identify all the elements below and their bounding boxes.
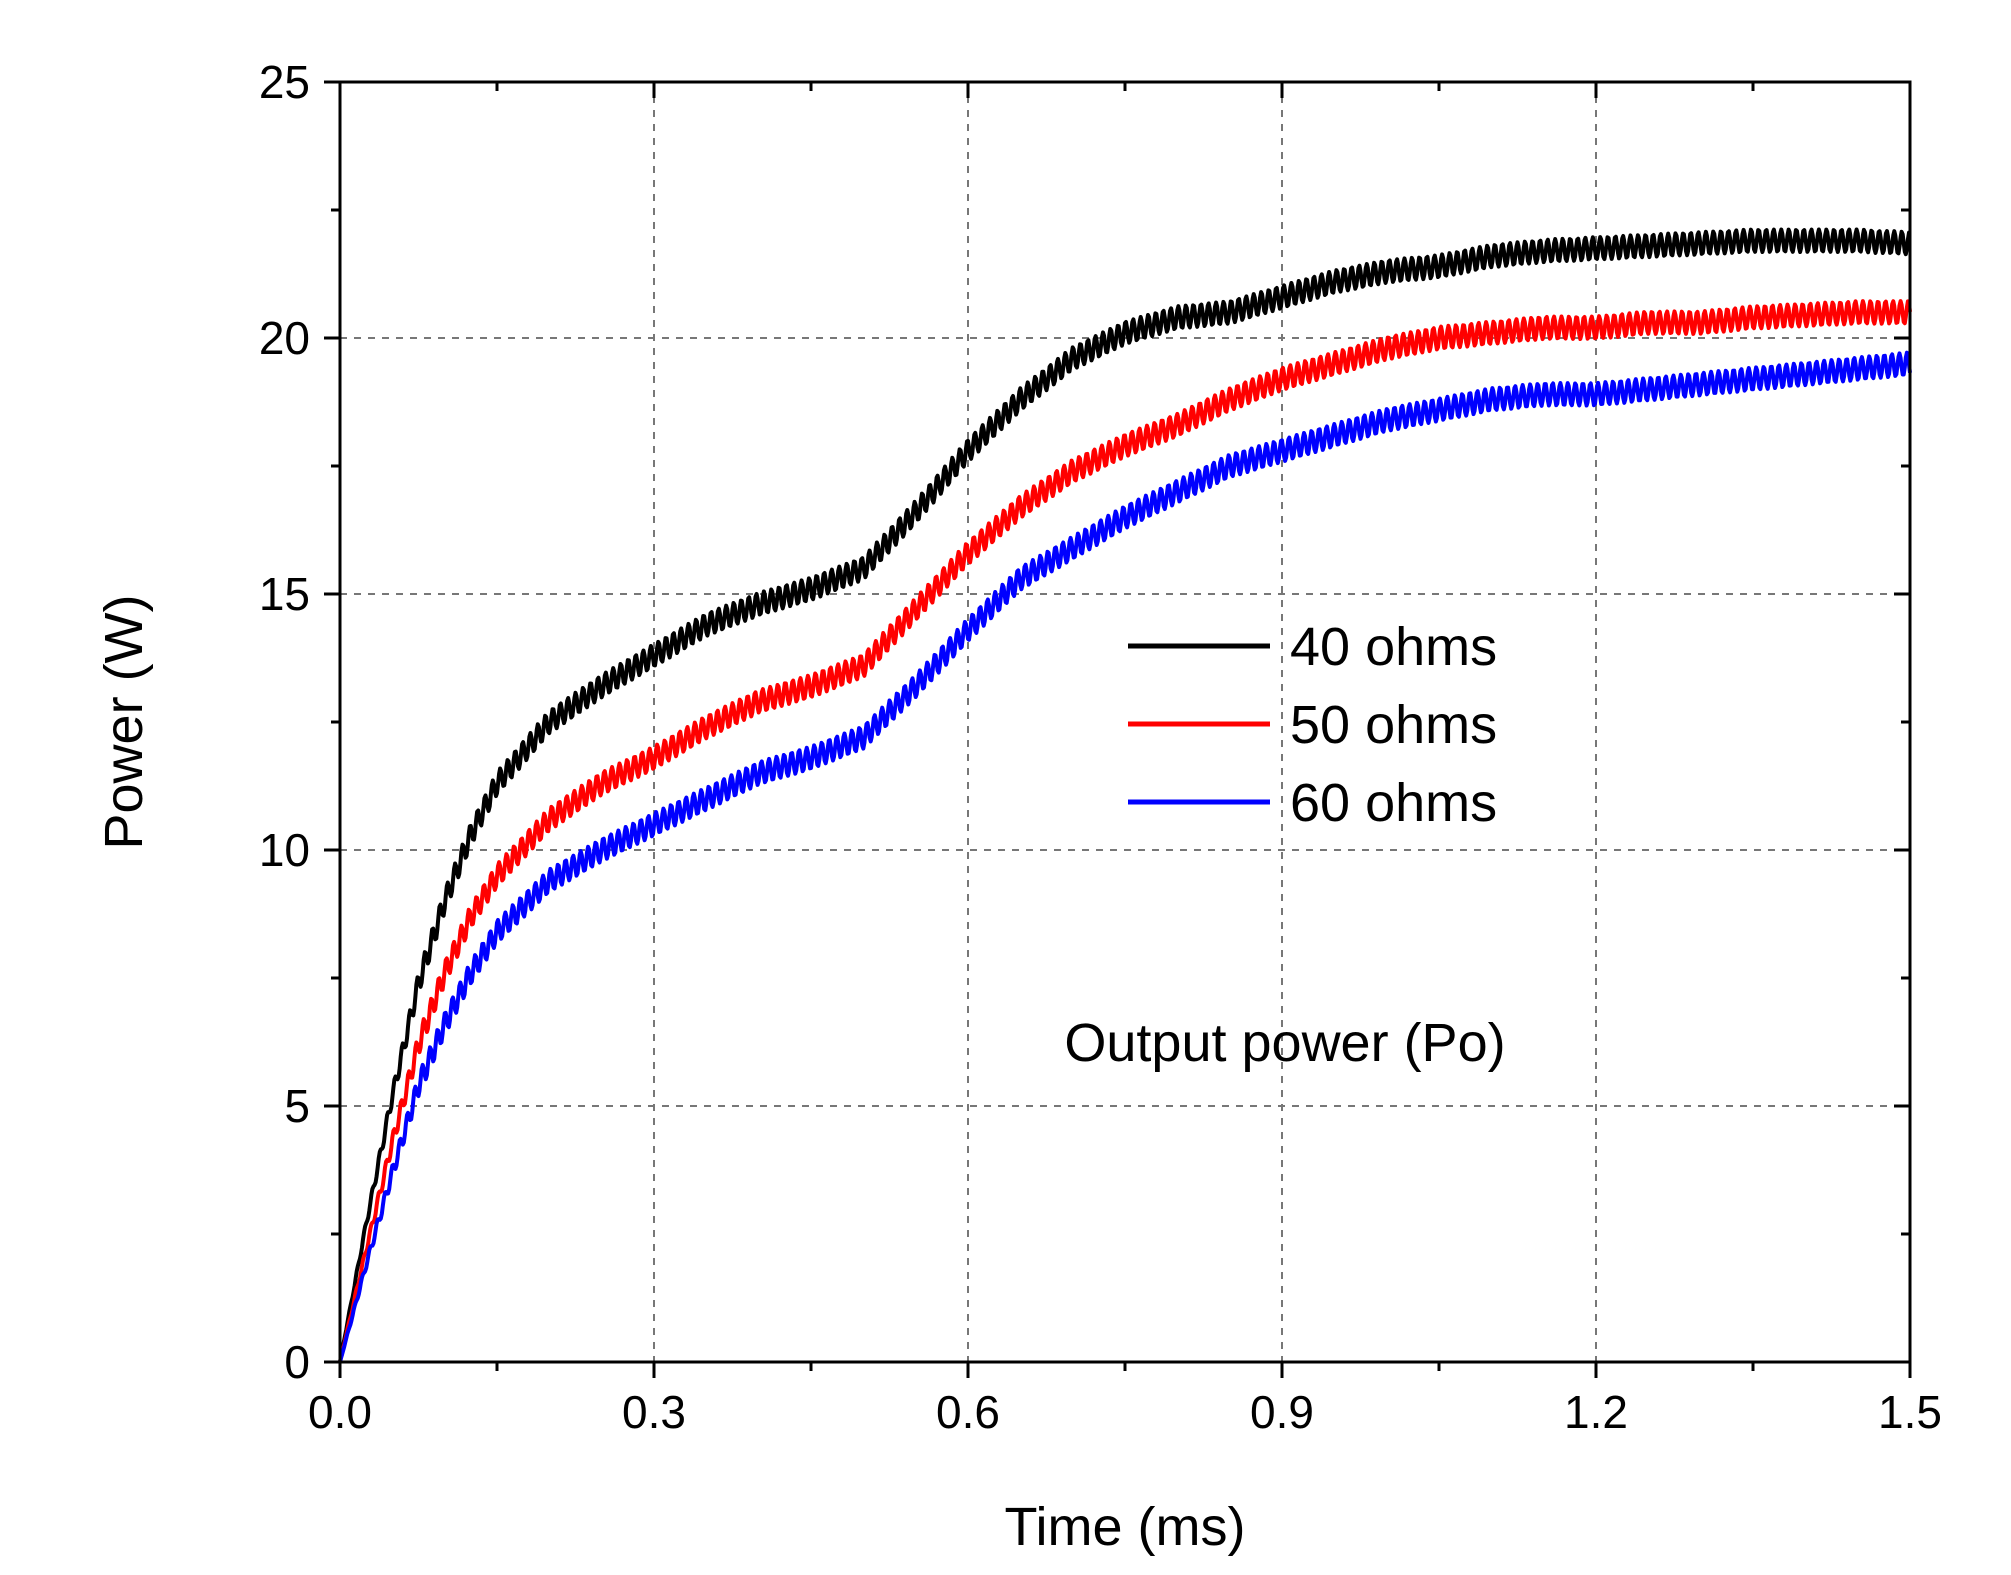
series-lines xyxy=(338,227,1912,1363)
legend: 40 ohms 50 ohms 60 ohms xyxy=(1128,617,1497,833)
y-tick-label: 25 xyxy=(259,56,310,108)
grid xyxy=(340,82,1910,1362)
series-line-2 xyxy=(338,299,1912,1363)
series-line-3 xyxy=(338,350,1912,1363)
x-axis-title: Time (ms) xyxy=(1005,1497,1246,1557)
chart-annotation: Output power (Po) xyxy=(1064,1013,1505,1073)
x-tick-label: 0.3 xyxy=(622,1386,686,1438)
x-tick-label: 1.5 xyxy=(1878,1386,1942,1438)
y-tick-label: 20 xyxy=(259,312,310,364)
plot-frame xyxy=(338,80,1912,1364)
legend-label: 40 ohms xyxy=(1290,617,1497,677)
y-tick-label: 15 xyxy=(259,568,310,620)
x-tick-label: 0.6 xyxy=(936,1386,1000,1438)
y-tick-label: 5 xyxy=(284,1080,310,1132)
x-tick-label: 1.2 xyxy=(1564,1386,1628,1438)
series-line-1 xyxy=(338,227,1912,1363)
x-tick-labels: 0.0 0.3 0.6 0.9 1.2 1.5 xyxy=(308,1386,1942,1438)
x-tick-label: 0.0 xyxy=(308,1386,372,1438)
axis-ticks xyxy=(324,80,1912,1378)
y-tick-labels: 0 5 10 15 20 25 xyxy=(259,56,310,1388)
y-tick-label: 0 xyxy=(284,1336,310,1388)
x-tick-label: 0.9 xyxy=(1250,1386,1314,1438)
legend-label: 50 ohms xyxy=(1290,695,1497,755)
y-tick-label: 10 xyxy=(259,824,310,876)
legend-label: 60 ohms xyxy=(1290,773,1497,833)
y-axis-title: Power (W) xyxy=(94,595,154,850)
